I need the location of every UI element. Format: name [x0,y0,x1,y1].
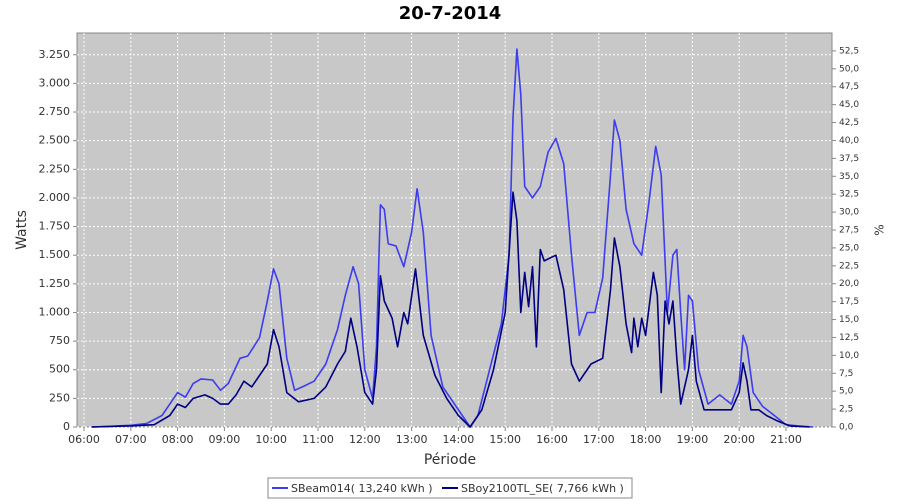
series-line [91,48,814,428]
y2-tick-label: 47,5 [839,82,859,92]
x-tick-label: 06:00 [68,433,100,446]
x-tick-label: 10:00 [255,433,287,446]
y-tick-label: 2.500 [39,134,71,147]
y-tick-label: 1.500 [39,248,71,261]
y-tick-label: 500 [49,363,70,376]
x-tick-label: 15:00 [489,433,521,446]
y2-tick-label: 32,5 [839,190,859,200]
x-tick-label: 19:00 [677,433,709,446]
y2-tick-label: 2,5 [839,405,853,415]
y2-axis-label: % [873,224,887,235]
y-tick-label: 2.000 [39,191,71,204]
legend-label: SBoy2100TL_SE( 7,766 kWh ) [461,482,624,495]
x-tick-label: 20:00 [723,433,755,446]
x-tick-label: 12:00 [349,433,381,446]
y-tick-label: 1.750 [39,220,71,233]
x-tick-label: 08:00 [162,433,194,446]
y2-tick-label: 10,0 [839,351,859,361]
y2-tick-label: 7,5 [839,369,853,379]
y2-tick-label: 52,5 [839,46,859,56]
y2-tick-label: 17,5 [839,297,859,307]
x-tick-label: 07:00 [115,433,147,446]
y2-tick-label: 25,0 [839,243,859,253]
plot-area [76,32,833,428]
x-tick-label: 18:00 [630,433,662,446]
y-tick-label: 1.000 [39,305,71,318]
x-tick-label: 17:00 [583,433,615,446]
x-axis-label: Période [424,452,476,468]
x-tick-label: 13:00 [396,433,428,446]
y-tick-label: 2.750 [39,105,71,118]
y2-tick-label: 42,5 [839,118,859,128]
y2-tick-label: 35,0 [839,172,859,182]
y2-tick-label: 15,0 [839,315,859,325]
y2-tick-label: 40,0 [839,136,859,146]
y2-tick-label: 50,0 [839,64,859,74]
y2-tick-label: 0,0 [839,423,854,433]
y2-tick-label: 20,0 [839,279,859,289]
x-tick-label: 21:00 [770,433,802,446]
y-axis-label: Watts [14,210,30,250]
legend-label: SBeam014( 13,240 kWh ) [291,482,433,495]
y2-tick-label: 45,0 [839,100,859,110]
x-tick-label: 16:00 [536,433,568,446]
y-tick-label: 3.250 [39,48,71,61]
series-line [91,191,810,428]
y2-tick-label: 30,0 [839,208,859,218]
y2-tick-label: 12,5 [839,333,859,343]
y2-tick-label: 27,5 [839,226,859,236]
y2-tick-label: 5,0 [839,387,854,397]
y2-tick-label: 22,5 [839,261,859,271]
y-tick-label: 250 [49,391,70,404]
x-tick-label: 09:00 [209,433,241,446]
y-tick-label: 3.000 [39,76,71,89]
y-tick-label: 2.250 [39,162,71,175]
y2-tick-label: 37,5 [839,154,859,164]
x-tick-label: 14:00 [443,433,475,446]
y-tick-label: 1.250 [39,277,71,290]
y-tick-label: 750 [49,334,70,347]
x-tick-label: 11:00 [302,433,334,446]
y-tick-label: 0 [63,420,70,433]
chart-title: 20-7-2014 [399,3,502,24]
